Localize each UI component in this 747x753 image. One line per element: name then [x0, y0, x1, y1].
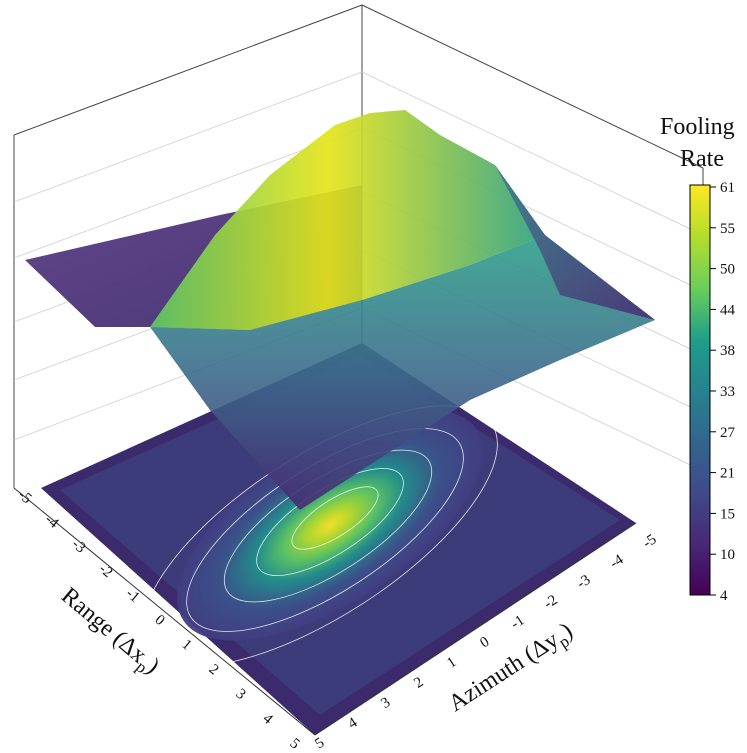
range-tick-label: 0 [152, 612, 168, 629]
colorbar-tick-label: 50 [720, 262, 735, 278]
azimuth-tick-label: 4 [345, 714, 360, 732]
azimuth-tick-label: -3 [574, 572, 593, 592]
colorbar-title-line2: Rate [680, 146, 724, 172]
azimuth-tick-label: 0 [477, 634, 492, 652]
range-tick-label: 1 [179, 637, 195, 654]
range-tick-label: -5 [15, 487, 35, 507]
colorbar-tick-label: 10 [720, 547, 735, 563]
azimuth-tick-label: 3 [378, 694, 393, 712]
colorbar-tick-label: 15 [720, 506, 735, 522]
azimuth-tick-label: 2 [411, 674, 426, 692]
range-tick-label: -2 [96, 561, 116, 581]
range-tick-label: -1 [123, 586, 143, 606]
colorbar-tick-label: 4 [720, 588, 728, 604]
colorbar-tick-label: 61 [720, 180, 735, 196]
colorbar-tick-label: 44 [720, 302, 736, 318]
range-tick-label: -3 [69, 536, 89, 556]
azimuth-tick-label: -2 [541, 592, 560, 612]
colorbar-gradient [689, 184, 711, 596]
azimuth-tick-label: 1 [444, 654, 459, 672]
colorbar-tick-label: 55 [720, 221, 735, 237]
azimuth-tick-label: 5 [312, 735, 327, 753]
colorbar-tick-label: 38 [720, 343, 735, 359]
azimuth-tick-label: -1 [508, 612, 527, 632]
azimuth-tick-label: -5 [640, 532, 659, 552]
colorbar-tick-label: 27 [720, 425, 736, 441]
range-tick-label: 2 [206, 661, 222, 678]
azimuth-tick-label: -4 [607, 551, 627, 571]
range-tick-label: 4 [260, 711, 276, 728]
floor-edges [13, 487, 637, 736]
colorbar-tick-label: 21 [720, 466, 735, 482]
colorbar-tick-label: 33 [720, 384, 735, 400]
range-tick-label: -4 [42, 511, 62, 532]
range-tick-label: 5 [287, 735, 303, 752]
colorbar-title-line1: Fooling [660, 114, 735, 140]
colorbar: Fooling Rate 4 10 15 21 27 33 38 44 50 55 61 [660, 114, 736, 604]
surface [25, 110, 655, 510]
range-tick-label: 3 [233, 686, 249, 703]
